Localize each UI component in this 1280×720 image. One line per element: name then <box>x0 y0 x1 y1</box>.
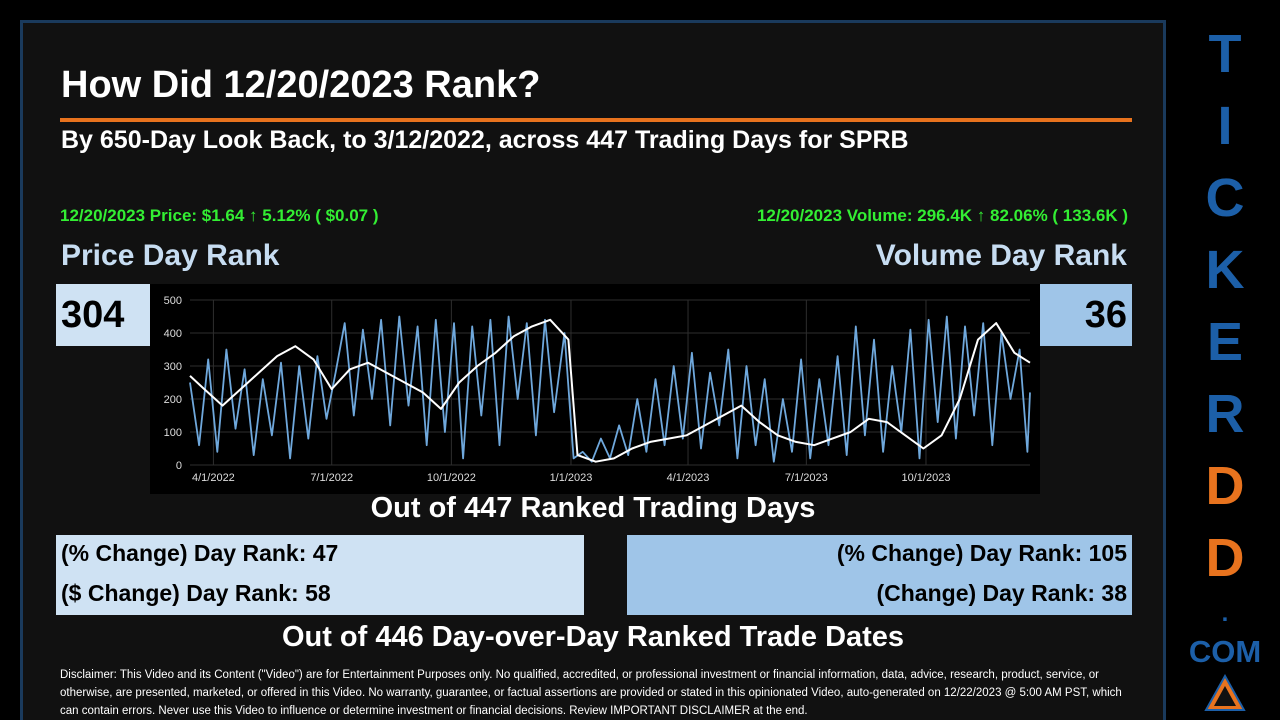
x-tick-label: 7/1/2023 <box>785 472 828 484</box>
y-tick-label: 0 <box>176 460 182 472</box>
volume-change-rank: (Change) Day Rank: 38 <box>876 580 1127 606</box>
out-of-dod-dates: Out of 446 Day-over-Day Ranked Trade Dat… <box>281 621 905 653</box>
x-tick-label: 7/1/2022 <box>310 472 353 484</box>
brand-com: COM <box>1188 634 1262 669</box>
brand-letter-k: K <box>1205 240 1245 300</box>
y-tick-label: 200 <box>164 394 182 406</box>
x-tick-label: 1/1/2023 <box>550 472 593 484</box>
y-tick-label: 500 <box>164 295 182 307</box>
y-tick-label: 300 <box>164 361 182 373</box>
brand-letter-i: I <box>1217 96 1233 156</box>
out-of-ranked-days: Out of 447 Ranked Trading Days <box>370 492 816 524</box>
price-rank-value: 304 <box>61 294 125 336</box>
tickerdd-brand: T I C K E R D D . COM <box>1180 24 1270 720</box>
y-tick-label: 400 <box>164 328 182 340</box>
rank-chart-svg: 0 100 200 300 400 500 4/1/2022 7/1/2022 10/1/202… <box>164 295 1031 484</box>
x-tick-label: 10/1/2022 <box>427 472 476 484</box>
brand-letter-e: E <box>1206 312 1244 372</box>
page-subtitle: By 650-Day Look Back, to 3/12/2022, acro… <box>61 126 909 154</box>
brand-letter-r: R <box>1205 384 1245 444</box>
brand-letter-d2: D <box>1205 528 1245 588</box>
brand-dot: . <box>1221 600 1229 627</box>
brand-letter-t: T <box>1208 24 1242 84</box>
series-line-volume-rank <box>189 315 1031 463</box>
brand-letter-c: C <box>1205 168 1245 228</box>
series-line-price-rank <box>189 318 1031 463</box>
volume-summary: 12/20/2023 Volume: 296.4K ↑ 82.06% ( 133… <box>756 206 1128 225</box>
page-title: How Did 12/20/2023 Rank? <box>61 64 541 106</box>
x-tick-label: 4/1/2023 <box>667 472 710 484</box>
brand-letter-d1: D <box>1205 456 1245 516</box>
y-tick-label: 100 <box>164 427 182 439</box>
volume-rank-value: 36 <box>1084 294 1127 336</box>
x-tick-label: 4/1/2022 <box>192 472 235 484</box>
price-stats-box: (% Change) Day Rank: 47 ($ Change) Day R… <box>56 535 584 615</box>
title-divider <box>60 118 1132 122</box>
price-summary: 12/20/2023 Price: $1.64 ↑ 5.12% ( $0.07 … <box>60 206 379 225</box>
volume-rank-heading: Volume Day Rank <box>875 239 1127 272</box>
rank-chart: 0 100 200 300 400 500 4/1/2022 7/1/2022 10/1/202… <box>150 284 1040 494</box>
brand-logo-icon <box>1204 674 1246 711</box>
price-rank-heading: Price Day Rank <box>61 239 280 272</box>
x-tick-label: 10/1/2023 <box>902 472 951 484</box>
volume-pct-change-rank: (% Change) Day Rank: 105 <box>836 540 1127 566</box>
disclaimer-text: Disclaimer: This Video and its Content (… <box>60 669 1122 717</box>
price-pct-change-rank: (% Change) Day Rank: 47 <box>61 540 339 566</box>
price-dollar-change-rank: ($ Change) Day Rank: 58 <box>61 580 331 606</box>
volume-stats-box: (% Change) Day Rank: 105 (Change) Day Ra… <box>627 535 1132 615</box>
